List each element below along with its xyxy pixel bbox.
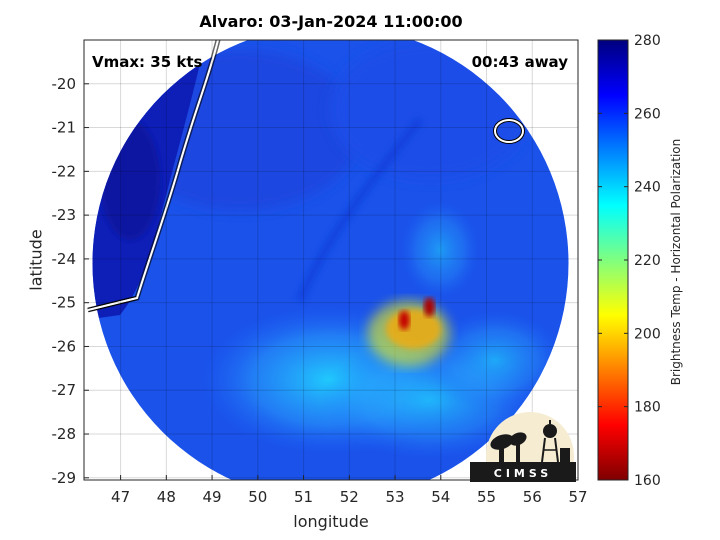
cimss-logo: CIMSS — [470, 412, 576, 482]
y-tick-label: -24 — [52, 250, 77, 268]
grid-lines — [84, 40, 579, 480]
x-axis-label: longitude — [293, 512, 369, 531]
colorbar-ticks: 160 180 200 220 240 260 280 — [598, 33, 661, 489]
y-tick-label: -20 — [52, 75, 77, 93]
island-outline — [493, 118, 525, 144]
y-tick-label: -26 — [52, 337, 77, 355]
colorbar-tick-label: 260 — [634, 106, 661, 122]
y-tick-label: -21 — [52, 119, 77, 137]
axis-ticks: 47 48 49 50 51 52 53 54 55 56 57 -20 -21 -22 -23 -24 -25… — [52, 75, 588, 506]
x-tick-label: 54 — [431, 488, 450, 506]
colorbar — [597, 39, 629, 481]
vmax-annotation: Vmax: 35 kts — [92, 53, 203, 71]
colorbar-label: Brightness Temp - Horizontal Polarizatio… — [669, 138, 683, 386]
x-tick-label: 57 — [568, 488, 587, 506]
y-tick-label: -27 — [52, 381, 77, 399]
y-axis-label: latitude — [26, 229, 46, 291]
storm-shield-inner — [385, 309, 441, 349]
y-tick-label: -23 — [52, 206, 77, 224]
axes-frame — [83, 39, 579, 481]
y-tick-label: -29 — [52, 469, 77, 487]
time-offset-annotation: 00:43 away — [471, 53, 568, 71]
colorbar-tick-label: 160 — [634, 473, 661, 489]
colorbar-tick-label: 280 — [634, 33, 661, 49]
x-tick-label: 56 — [523, 488, 542, 506]
x-tick-label: 51 — [294, 488, 313, 506]
storm-features — [367, 297, 450, 367]
colorbar-tick-label: 240 — [634, 180, 661, 196]
x-tick-label: 53 — [385, 488, 404, 506]
colorbar-tick-label: 200 — [634, 326, 661, 342]
x-tick-label: 49 — [203, 488, 222, 506]
x-tick-label: 55 — [477, 488, 496, 506]
colorbar-tick-label: 220 — [634, 253, 661, 269]
x-tick-label: 48 — [157, 488, 176, 506]
y-tick-label: -25 — [52, 294, 77, 312]
y-tick-label: -22 — [52, 162, 77, 180]
x-tick-label: 47 — [111, 488, 130, 506]
cold-core — [398, 310, 410, 330]
y-tick-label: -28 — [52, 425, 77, 443]
x-tick-label: 52 — [340, 488, 359, 506]
cold-core — [423, 297, 435, 317]
colorbar-tick-label: 180 — [634, 400, 661, 416]
x-tick-label: 50 — [248, 488, 267, 506]
chart-title: Alvaro: 03-Jan-2024 11:00:00 — [199, 12, 463, 31]
svg-text:CIMSS: CIMSS — [494, 467, 552, 480]
